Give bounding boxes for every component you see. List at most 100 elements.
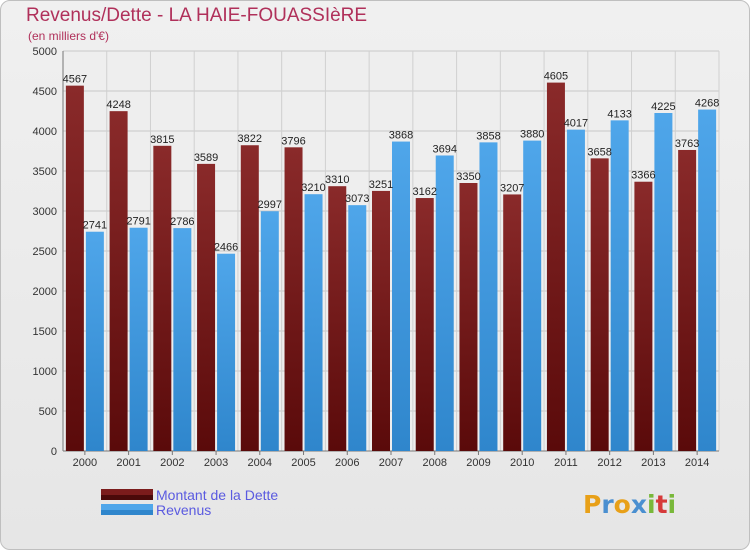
y-tick-label: 500 xyxy=(39,406,57,418)
data-label: 3589 xyxy=(194,152,218,164)
bar-dette xyxy=(240,145,259,452)
data-label: 3815 xyxy=(150,134,174,146)
data-label: 4567 xyxy=(63,74,87,86)
data-label: 4248 xyxy=(106,99,130,111)
data-label: 3350 xyxy=(456,171,480,183)
x-tick-label: 2012 xyxy=(597,457,621,469)
x-tick-label: 2005 xyxy=(291,457,315,469)
data-label: 2791 xyxy=(126,216,150,228)
data-label: 3822 xyxy=(238,133,262,145)
grid-lines xyxy=(62,50,720,452)
data-label: 3310 xyxy=(325,174,349,186)
bar-revenus xyxy=(85,231,104,451)
data-label: 3868 xyxy=(389,130,413,142)
bar-dette xyxy=(197,163,216,451)
bar-revenus xyxy=(566,129,585,451)
data-label: 3880 xyxy=(520,129,544,141)
bar-dette xyxy=(65,85,84,451)
logo-letter: P xyxy=(583,490,602,519)
y-tick-label: 4500 xyxy=(33,86,57,98)
x-tick-label: 2008 xyxy=(422,457,446,469)
bar-dette xyxy=(153,145,172,452)
bar-revenus xyxy=(698,109,717,451)
bar-revenus xyxy=(173,228,192,451)
bar-revenus xyxy=(217,253,236,451)
bar-dette xyxy=(284,147,303,451)
bar-dette xyxy=(503,194,522,451)
bar-dette xyxy=(109,111,128,451)
data-label: 4225 xyxy=(651,101,675,113)
legend-label-revenus: Revenus xyxy=(156,501,212,518)
bar-dette xyxy=(546,82,565,451)
data-label: 2786 xyxy=(170,216,194,228)
data-label: 2466 xyxy=(214,242,238,254)
data-label: 4605 xyxy=(544,71,568,83)
x-tick-label: 2000 xyxy=(73,457,97,469)
data-label: 3073 xyxy=(345,193,369,205)
bar-dette xyxy=(590,158,609,452)
x-tick-label: 2001 xyxy=(116,457,140,469)
bar-revenus xyxy=(348,205,367,451)
data-label: 3251 xyxy=(369,179,393,191)
legend-item-debt: Montant de la Dette xyxy=(101,487,278,503)
legend-item-revenus: Revenus xyxy=(101,501,278,518)
bar-revenus xyxy=(654,113,673,451)
data-labels: 4567 2741 4248 2791 3815 2786 3589 2466 3822 2997… xyxy=(63,71,720,254)
x-tick-label: 2004 xyxy=(248,457,272,469)
x-tick-label: 2002 xyxy=(160,457,184,469)
y-tick-label: 4000 xyxy=(33,126,57,138)
data-label: 3207 xyxy=(500,182,524,194)
x-tick-label: 2003 xyxy=(204,457,228,469)
x-tick-label: 2009 xyxy=(466,457,490,469)
data-label: 2997 xyxy=(258,199,282,211)
y-tick-label: 3000 xyxy=(33,206,57,218)
proxiti-logo: Proxiti xyxy=(583,490,676,519)
data-label: 3366 xyxy=(631,170,655,182)
bar-revenus xyxy=(610,120,629,452)
bar-revenus xyxy=(392,141,410,451)
bar-revenus xyxy=(304,194,323,451)
data-label: 4268 xyxy=(695,98,719,110)
y-tick-label: 2500 xyxy=(33,246,57,258)
data-label: 3763 xyxy=(675,138,699,150)
bars xyxy=(65,82,717,452)
data-label: 3858 xyxy=(476,130,500,142)
logo-letter: i xyxy=(647,490,656,519)
x-tick-label: 2006 xyxy=(335,457,359,469)
x-tick-label: 2014 xyxy=(685,457,709,469)
bar-revenus xyxy=(523,140,542,451)
logo-letter: o xyxy=(613,490,631,519)
legend-swatch-revenus xyxy=(101,504,153,515)
y-tick-label: 1500 xyxy=(33,326,57,338)
y-tick-label: 2000 xyxy=(33,286,57,298)
data-label: 3162 xyxy=(412,186,436,198)
x-tick-label: 2010 xyxy=(510,457,534,469)
x-tick-label: 2013 xyxy=(641,457,665,469)
bar-revenus xyxy=(435,155,454,452)
bar-revenus xyxy=(260,211,279,451)
data-label: 4017 xyxy=(564,118,588,130)
logo-letter: t xyxy=(655,490,668,519)
data-label: 3694 xyxy=(432,143,456,155)
bar-dette xyxy=(328,186,347,451)
axes: 0 500 1000 1500 2000 2500 3000 3500 4000 4500 5000… xyxy=(33,46,719,469)
bar-dette xyxy=(415,198,434,451)
data-label: 4133 xyxy=(607,108,631,120)
legend: Montant de la Dette Revenus xyxy=(101,487,278,518)
y-tick-label: 5000 xyxy=(33,46,57,58)
y-tick-label: 3500 xyxy=(33,166,57,178)
bar-dette xyxy=(372,190,390,452)
chart-subtitle: (en milliers d'€) xyxy=(28,29,109,43)
bar-revenus xyxy=(129,227,148,451)
bar-dette xyxy=(459,183,478,451)
data-label: 3658 xyxy=(587,146,611,158)
bar-dette xyxy=(634,181,653,451)
data-label: 2741 xyxy=(83,220,107,232)
y-tick-label: 0 xyxy=(51,446,57,458)
logo-letter: r xyxy=(601,490,614,519)
data-label: 3210 xyxy=(301,182,325,194)
y-tick-label: 1000 xyxy=(33,366,57,378)
x-tick-label: 2011 xyxy=(554,457,578,469)
